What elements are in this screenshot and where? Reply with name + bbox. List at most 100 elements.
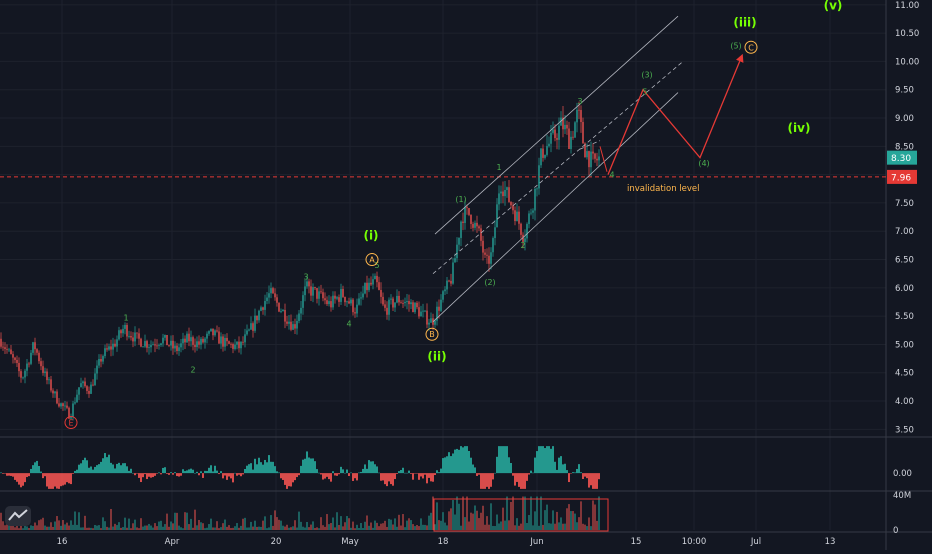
oscillator-bar (500, 446, 502, 474)
oscillator-bar (98, 464, 100, 474)
candle-body (298, 313, 300, 321)
channel-line[interactable] (434, 15, 679, 235)
volume-bar (156, 526, 158, 530)
volume-bar (330, 523, 332, 530)
candle-body (44, 371, 46, 373)
candle-body (338, 297, 340, 302)
candle-body (486, 254, 488, 256)
oscillator-bar (574, 472, 576, 474)
oscillator-bar (514, 473, 516, 486)
candle-body (34, 342, 36, 350)
candle-body (222, 336, 224, 347)
oscillator-bar (530, 470, 532, 474)
oscillator-bar (372, 461, 374, 474)
volume-bar (450, 508, 452, 530)
volume-bar (124, 517, 126, 530)
candle-body (4, 347, 6, 349)
oscillator-bar (334, 473, 336, 476)
oscillator-panel (0, 446, 600, 489)
oscillator-bar (76, 469, 78, 474)
oscillator-bar (588, 473, 590, 488)
channel-line[interactable] (432, 61, 684, 274)
volume-bar (584, 524, 586, 530)
volume-bar (364, 521, 366, 530)
candle-body (144, 341, 146, 347)
candle-body (544, 154, 546, 158)
candle-body (558, 125, 560, 140)
oscillator-bar (26, 473, 28, 478)
candle-body (512, 205, 514, 211)
oscillator-bar (92, 469, 94, 474)
oscillator-bar (170, 472, 172, 474)
oscillator-bar (190, 468, 192, 474)
candle-body (166, 334, 168, 346)
oscillator-bar (454, 449, 456, 474)
channel-line[interactable] (432, 92, 679, 323)
candle-body (340, 288, 342, 302)
volume-bar (384, 520, 386, 530)
volume-bar (358, 528, 360, 530)
oscillator-bar (34, 462, 36, 474)
candle-body (396, 295, 398, 303)
candle-body (204, 338, 206, 343)
candle-body (450, 280, 452, 284)
volume-bar (580, 501, 582, 530)
volume-bar (28, 528, 30, 530)
volume-bar (508, 520, 510, 530)
oscillator-bar (360, 471, 362, 474)
volume-bar (76, 524, 78, 530)
candle-body (30, 352, 32, 364)
wave-circle-marker (64, 416, 78, 430)
channel-line[interactable] (579, 140, 601, 150)
candle-body (256, 315, 258, 321)
oscillator-bar (88, 467, 90, 474)
projection-path[interactable] (607, 53, 744, 175)
platform-logo-icon[interactable] (5, 506, 31, 526)
oscillator-bar (598, 473, 600, 480)
price-tick-label: 10.00 (895, 57, 919, 67)
volume-bar (468, 521, 470, 530)
oscillator-bar (518, 473, 520, 487)
volume-bar (138, 528, 140, 530)
volume-highlight-box[interactable] (433, 498, 609, 532)
volume-bar (82, 527, 84, 530)
candle-body (464, 207, 466, 223)
volume-bar (224, 519, 226, 530)
volume-bar (162, 526, 164, 530)
volume-bar (394, 518, 396, 530)
oscillator-bar (460, 446, 462, 474)
candle-body (398, 295, 400, 303)
volume-bar (292, 526, 294, 530)
candle-body (500, 191, 502, 194)
volume-bar (246, 527, 248, 530)
volume-bar (410, 520, 412, 530)
price-tick-label: 3.50 (895, 425, 914, 435)
oscillator-bar (32, 465, 34, 474)
oscillator-bar (54, 473, 56, 487)
candle-body (328, 301, 330, 305)
oscillator-bar (304, 458, 306, 474)
volume-bar (44, 525, 46, 530)
wave-label: (3) (641, 70, 652, 79)
oscillator-bar (38, 466, 40, 474)
volume-bar (546, 504, 548, 530)
oscillator-bar (414, 473, 416, 474)
volume-bar (248, 527, 250, 530)
volume-bar (240, 525, 242, 530)
volume-bar (210, 518, 212, 530)
candle-body (284, 309, 286, 322)
oscillator-bar (590, 473, 592, 486)
volume-bar (572, 511, 574, 530)
candle-body (90, 384, 92, 394)
oscillator-bar (266, 462, 268, 474)
candle-body (466, 207, 468, 209)
candle-body (462, 221, 464, 223)
wave-label: 4 (609, 170, 614, 179)
oscillator-bar (298, 473, 300, 476)
oscillator-bar (482, 473, 484, 489)
volume-bar (480, 512, 482, 530)
oscillator-bar (58, 473, 60, 489)
volume-bar (506, 496, 508, 530)
candle-body (106, 348, 108, 350)
